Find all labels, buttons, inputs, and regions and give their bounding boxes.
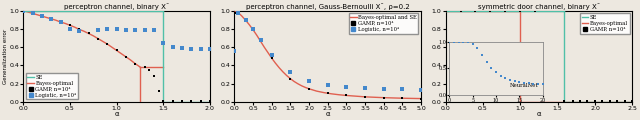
Legend: Bayes-optimal and SE, GAMP, n=10⁴, Logistic, n=10⁴: Bayes-optimal and SE, GAMP, n=10⁴, Logis… <box>349 13 419 34</box>
X-axis label: α: α <box>536 111 541 117</box>
Point <box>515 10 525 12</box>
Point <box>582 100 593 102</box>
Point <box>93 29 103 31</box>
Point <box>205 48 215 50</box>
Point <box>121 56 131 58</box>
Point <box>186 48 196 50</box>
Point <box>168 46 178 48</box>
Point <box>121 29 131 31</box>
Point <box>597 100 607 102</box>
Point <box>18 10 28 12</box>
Title: perceptron channel, Gauss-Bernoulli Xˉ, ρ=0.2: perceptron channel, Gauss-Bernoulli Xˉ, … <box>246 3 410 10</box>
Point <box>627 100 637 102</box>
Point <box>341 86 351 88</box>
Point <box>93 38 103 39</box>
Point <box>65 28 75 30</box>
Point <box>18 10 28 12</box>
Point <box>56 21 66 23</box>
Point <box>168 100 178 102</box>
Point <box>323 92 333 94</box>
Point <box>605 100 615 102</box>
Point <box>28 12 38 14</box>
Point <box>154 90 164 92</box>
Point <box>285 78 296 80</box>
Title: perceptron channel, binary Xˉ: perceptron channel, binary Xˉ <box>64 3 169 10</box>
Point <box>568 100 578 102</box>
Point <box>140 66 150 68</box>
Point <box>612 100 623 102</box>
Point <box>111 28 122 30</box>
Point <box>456 10 466 12</box>
Point <box>46 18 56 20</box>
Point <box>267 54 277 56</box>
Point <box>590 100 600 102</box>
Point <box>360 87 370 89</box>
Point <box>74 30 84 32</box>
Y-axis label: Generalization error: Generalization error <box>3 29 8 84</box>
Point <box>360 96 370 98</box>
Legend: SE, Bayes-optimal, GAMP, n=10⁴, Logistic, n=10⁴: SE, Bayes-optimal, GAMP, n=10⁴, Logistic… <box>26 73 78 99</box>
Point <box>102 28 113 30</box>
Title: symmetric door channel, binary Xˉ: symmetric door channel, binary Xˉ <box>478 3 600 10</box>
Point <box>575 100 585 102</box>
Point <box>341 95 351 96</box>
Point <box>186 100 196 102</box>
Point <box>379 88 389 90</box>
Point <box>229 50 239 52</box>
Point <box>158 42 168 44</box>
Point <box>485 10 495 12</box>
Point <box>248 28 258 30</box>
Point <box>195 48 205 50</box>
Point <box>74 28 84 30</box>
Point <box>397 88 408 90</box>
Point <box>140 29 150 31</box>
Point <box>205 100 215 102</box>
Point <box>304 88 314 90</box>
Point <box>56 21 66 23</box>
Point <box>231 12 241 14</box>
Point <box>65 24 75 26</box>
Point <box>416 98 426 100</box>
Legend: SE, Bayes-optimal, GAMP, n=10⁴: SE, Bayes-optimal, GAMP, n=10⁴ <box>580 13 630 34</box>
Point <box>233 12 243 14</box>
Point <box>130 29 140 31</box>
Point <box>177 100 187 102</box>
Point <box>285 71 296 73</box>
Point <box>397 97 408 99</box>
Point <box>158 100 168 102</box>
Point <box>416 89 426 91</box>
Point <box>36 15 47 17</box>
Point <box>620 100 630 102</box>
Point <box>241 19 251 21</box>
Point <box>111 49 122 51</box>
Point <box>440 10 451 12</box>
Point <box>28 12 38 14</box>
Point <box>177 47 187 49</box>
X-axis label: α: α <box>114 111 119 117</box>
Point <box>102 43 113 45</box>
Point <box>304 81 314 82</box>
Point <box>267 57 277 59</box>
Point <box>83 33 93 34</box>
Point <box>233 12 243 14</box>
Point <box>500 10 511 12</box>
Point <box>559 100 569 102</box>
Point <box>36 15 47 17</box>
Point <box>470 10 481 12</box>
X-axis label: α: α <box>325 111 330 117</box>
Point <box>148 29 159 31</box>
Point <box>530 10 540 12</box>
Point <box>379 97 389 99</box>
Point <box>255 40 266 42</box>
Point <box>46 18 56 20</box>
Point <box>323 84 333 86</box>
Point <box>148 75 159 77</box>
Point <box>255 39 266 41</box>
Point <box>144 69 154 71</box>
Point <box>195 100 205 102</box>
Point <box>241 19 251 21</box>
Point <box>248 29 258 31</box>
Point <box>130 63 140 65</box>
